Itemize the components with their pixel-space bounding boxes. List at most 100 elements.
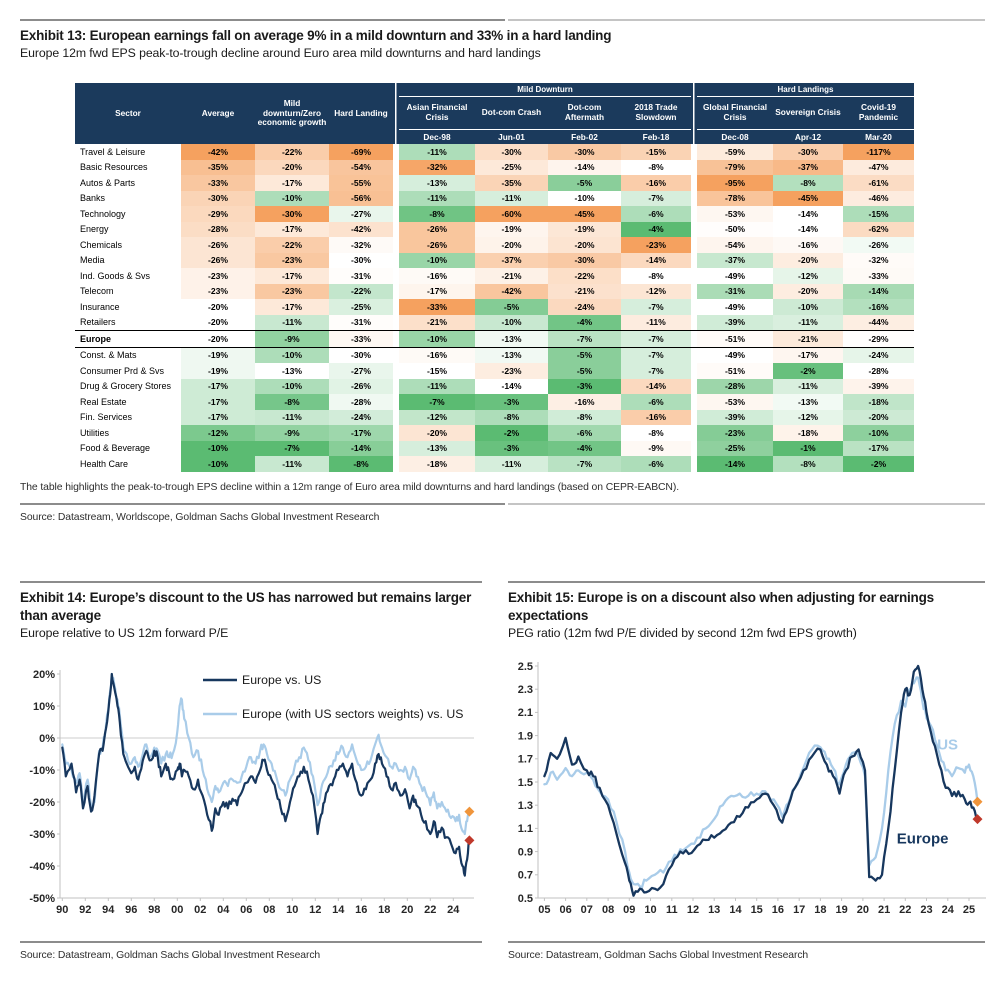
value-cell: -49% bbox=[697, 268, 773, 284]
value-cell: -18% bbox=[399, 456, 475, 472]
value-cell: -26% bbox=[181, 252, 255, 268]
value-cell: -17% bbox=[773, 347, 843, 363]
x-tick-label: 04 bbox=[217, 904, 230, 916]
x-tick-label: 09 bbox=[623, 904, 635, 916]
value-cell: -11% bbox=[255, 409, 329, 425]
sector-cell: Health Care bbox=[75, 456, 181, 472]
value-cell: -11% bbox=[621, 314, 691, 331]
weighted-end-marker bbox=[464, 806, 475, 817]
value-cell: -44% bbox=[843, 314, 914, 331]
y-tick-label: 0.9 bbox=[518, 846, 533, 858]
top-rule-left bbox=[20, 19, 505, 21]
value-cell: -54% bbox=[329, 159, 393, 175]
value-cell: -27% bbox=[329, 363, 393, 379]
table-row: Travel & Leisure -42% -22% -69% -11% -30% -30%… bbox=[75, 144, 914, 160]
value-cell: -51% bbox=[697, 363, 773, 379]
value-cell: -28% bbox=[181, 221, 255, 237]
value-cell: -11% bbox=[773, 378, 843, 394]
value-cell: -16% bbox=[399, 268, 475, 284]
col-header-date-4: Dec-08 bbox=[697, 129, 773, 144]
value-cell: -79% bbox=[697, 159, 773, 175]
table-row: Europe -20% -9% -33% -10% -13% -7% -7% -51% -21% -… bbox=[75, 330, 914, 348]
value-cell: -8% bbox=[621, 159, 691, 175]
value-cell: -8% bbox=[548, 409, 621, 425]
value-cell: -49% bbox=[697, 347, 773, 363]
value-cell: -10% bbox=[255, 378, 329, 394]
group-header-hard-landings: Hard Landings bbox=[697, 83, 914, 97]
value-cell: -7% bbox=[399, 394, 475, 410]
value-cell: -11% bbox=[475, 456, 548, 472]
value-cell: -26% bbox=[843, 237, 914, 253]
value-cell: -6% bbox=[621, 456, 691, 472]
gap-cell bbox=[393, 440, 399, 456]
value-cell: -11% bbox=[255, 314, 329, 331]
exhibit15-rule-top bbox=[508, 581, 985, 583]
y-tick-label: 0.5 bbox=[518, 893, 533, 905]
europe-line bbox=[543, 664, 979, 897]
value-cell: -42% bbox=[329, 221, 393, 237]
table-row: Const. & Mats -19% -10% -30% -16% -13% -5% -7% -… bbox=[75, 347, 914, 363]
value-cell: -3% bbox=[475, 394, 548, 410]
value-cell: -23% bbox=[697, 425, 773, 441]
y-tick-label: 1.1 bbox=[518, 823, 533, 835]
x-tick-label: 08 bbox=[602, 904, 614, 916]
gap-cell bbox=[393, 299, 399, 315]
col-header-date-3: Feb-18 bbox=[621, 129, 691, 144]
table-row: Ind. Goods & Svs -23% -17% -31% -16% -21% -22%… bbox=[75, 268, 914, 284]
value-cell: -45% bbox=[773, 190, 843, 206]
y-tick-label: 2.3 bbox=[518, 684, 533, 696]
sector-cell: Europe bbox=[75, 330, 181, 348]
value-cell: -31% bbox=[697, 283, 773, 299]
value-cell: -20% bbox=[181, 314, 255, 331]
y-tick-label: 1.3 bbox=[518, 800, 533, 812]
value-cell: -20% bbox=[181, 330, 255, 348]
table-row: Consumer Prd & Svs -19% -13% -27% -15% -23% -5… bbox=[75, 363, 914, 379]
sector-cell: Ind. Goods & Svs bbox=[75, 268, 181, 284]
value-cell: -11% bbox=[399, 378, 475, 394]
value-cell: -35% bbox=[475, 175, 548, 191]
value-cell: -25% bbox=[475, 159, 548, 175]
value-cell: -20% bbox=[181, 299, 255, 315]
gap-cell bbox=[691, 378, 697, 394]
table-row: Telecom -23% -23% -22% -17% -42% -21% -12% -31% -… bbox=[75, 283, 914, 299]
value-cell: -49% bbox=[697, 299, 773, 315]
gap-cell bbox=[393, 456, 399, 472]
value-cell: -9% bbox=[621, 440, 691, 456]
y-tick-label: -50% bbox=[29, 893, 55, 905]
sector-cell: Technology bbox=[75, 206, 181, 222]
value-cell: -10% bbox=[255, 347, 329, 363]
x-tick-label: 05 bbox=[538, 904, 550, 916]
value-cell: -20% bbox=[548, 237, 621, 253]
exhibit14-rule-bottom bbox=[20, 941, 482, 943]
value-cell: -10% bbox=[399, 330, 475, 348]
table-row: Insurance -20% -17% -25% -33% -5% -24% -7% -49% -… bbox=[75, 299, 914, 315]
x-tick-label: 08 bbox=[263, 904, 275, 916]
gap-cell bbox=[691, 144, 697, 160]
exhibit14-title: Exhibit 14: Europe’s discount to the US … bbox=[20, 590, 472, 623]
col-header-crisis-2: Dot-com Aftermath bbox=[548, 96, 621, 130]
value-cell: -24% bbox=[548, 299, 621, 315]
table-row: Real Estate -17% -8% -28% -7% -3% -16% -6% -53% -… bbox=[75, 394, 914, 410]
value-cell: -78% bbox=[697, 190, 773, 206]
value-cell: -14% bbox=[621, 252, 691, 268]
value-cell: -26% bbox=[181, 237, 255, 253]
value-cell: -8% bbox=[773, 456, 843, 472]
europe-vs-us-line bbox=[61, 672, 471, 877]
europe-series-label: Europe bbox=[897, 831, 949, 848]
value-cell: -27% bbox=[329, 206, 393, 222]
x-tick-label: 17 bbox=[793, 904, 805, 916]
x-tick-label: 23 bbox=[920, 904, 932, 916]
y-tick-label: 0% bbox=[39, 733, 55, 745]
gap-cell bbox=[393, 159, 399, 175]
table-row: Technology -29% -30% -27% -8% -60% -45% -6% -53%… bbox=[75, 206, 914, 222]
value-cell: -22% bbox=[329, 283, 393, 299]
group-header-mild-downturn: Mild Downturn bbox=[399, 83, 691, 97]
x-tick-label: 24 bbox=[447, 904, 460, 916]
sector-cell: Media bbox=[75, 252, 181, 268]
x-tick-label: 11 bbox=[666, 904, 678, 916]
value-cell: -17% bbox=[181, 409, 255, 425]
col-header-fixed-0: Average bbox=[181, 83, 255, 144]
y-tick-label: 20% bbox=[33, 669, 55, 681]
value-cell: -10% bbox=[548, 190, 621, 206]
